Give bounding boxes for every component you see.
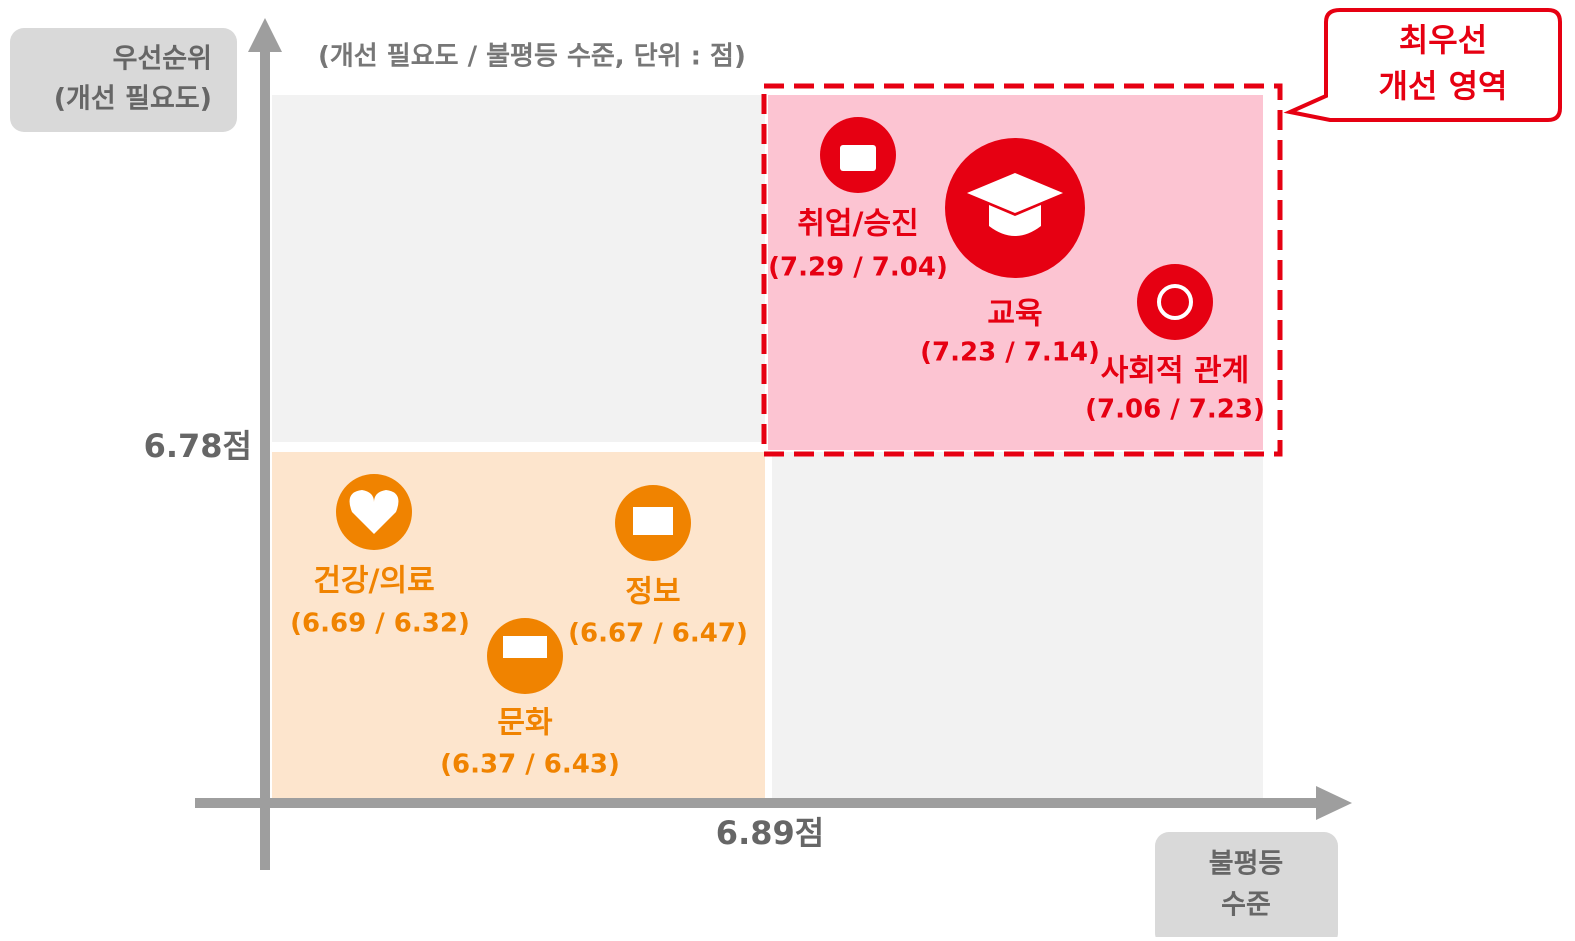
callout-text: 최우선 xyxy=(1399,21,1487,59)
callout-text: 개선 영역 xyxy=(1379,67,1508,105)
icon-glyph xyxy=(989,205,1041,236)
item-scores: (6.37 / 6.43) xyxy=(440,750,620,780)
quadrant-top-left xyxy=(272,95,765,442)
priority-frame xyxy=(761,83,1283,457)
item-scores: (6.67 / 6.47) xyxy=(568,619,748,649)
icon-glyph xyxy=(633,507,673,535)
x-axis-label: 불평등 xyxy=(1209,849,1284,880)
item-scores: (7.06 / 7.23) xyxy=(1085,395,1265,425)
x-axis-label: 수준 xyxy=(1221,890,1271,921)
item-label: 정보 xyxy=(625,575,680,610)
x-threshold: 6.89점 xyxy=(716,814,824,852)
icon-glyph xyxy=(1157,284,1193,320)
y-axis-label: (개선 필요도) xyxy=(54,84,212,115)
x-axis-arrow xyxy=(1316,786,1352,820)
y-label-box xyxy=(10,28,237,132)
quadrant-bottom-right xyxy=(772,452,1263,798)
icon-glyph xyxy=(503,636,547,658)
icon-glyph xyxy=(967,173,1063,213)
icon-glyph xyxy=(840,145,876,171)
y-axis-label: 우선순위 xyxy=(113,44,212,75)
item-scores: (7.23 / 7.14) xyxy=(920,338,1100,368)
item-label: 교육 xyxy=(987,297,1042,332)
item-scores: (7.29 / 7.04) xyxy=(768,253,948,283)
item-scores: (6.69 / 6.32) xyxy=(290,609,470,639)
y-threshold: 6.78점 xyxy=(144,427,252,465)
item-label: 취업/승진 xyxy=(797,207,918,242)
item-icon xyxy=(1137,264,1213,340)
x-label-box xyxy=(1155,832,1338,941)
item-label: 건강/의료 xyxy=(313,564,434,599)
item-label: 사회적 관계 xyxy=(1101,354,1249,389)
item-label: 문화 xyxy=(497,706,553,741)
y-axis-arrow xyxy=(248,18,282,52)
subtitle: (개선 필요도 / 불평등 수준, 단위 : 점) xyxy=(318,42,746,72)
icon-glyph xyxy=(349,490,399,534)
callout-box xyxy=(1283,8,1562,122)
